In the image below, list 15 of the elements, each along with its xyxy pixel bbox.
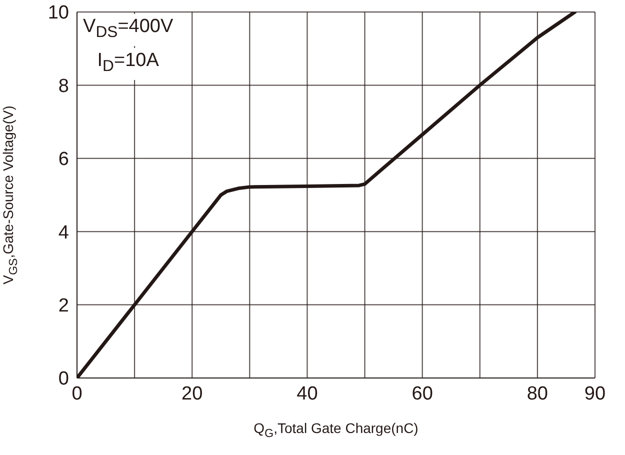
x-tick-label: 80 (526, 383, 548, 404)
y-tick-label: 4 (58, 222, 70, 244)
annotation: V$_{DS}$=400V (80, 14, 176, 46)
x-axis-title: Q$_{G}$,Total Gate Charge(nC) (252, 420, 420, 440)
x-tick-label: 40 (296, 383, 318, 404)
x-tick-label: 20 (182, 383, 203, 404)
x-tick-label: 90 (584, 383, 606, 404)
x-tick-label: 60 (412, 383, 433, 404)
x-tick-label: 0 (72, 383, 82, 404)
y-tick-label: 2 (58, 296, 69, 317)
y-tick-label: 8 (58, 76, 69, 97)
y-tick-label: 0 (58, 368, 69, 390)
y-tick-label: 6 (58, 149, 69, 170)
annotation: I$_{D}$=10A (80, 48, 176, 80)
y-tick-label: 10 (48, 2, 69, 24)
